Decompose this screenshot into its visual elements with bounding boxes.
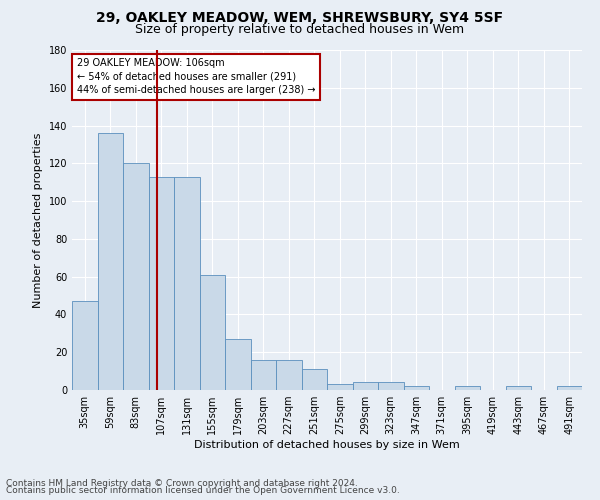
Bar (225, 339, 251, 390)
Bar (378, 382, 404, 390)
X-axis label: Distribution of detached houses by size in Wem: Distribution of detached houses by size … (194, 440, 460, 450)
Text: Size of property relative to detached houses in Wem: Size of property relative to detached ho… (136, 22, 464, 36)
Bar (557, 386, 582, 390)
Bar (327, 384, 353, 390)
Bar (97, 133, 123, 390)
Bar (199, 275, 225, 390)
Bar (251, 360, 276, 390)
Bar (505, 386, 531, 390)
Bar (455, 386, 480, 390)
Y-axis label: Number of detached properties: Number of detached properties (33, 132, 43, 308)
Bar (404, 386, 429, 390)
Text: Contains HM Land Registry data © Crown copyright and database right 2024.: Contains HM Land Registry data © Crown c… (6, 478, 358, 488)
Bar (149, 176, 174, 390)
Bar (72, 301, 97, 390)
Text: 29 OAKLEY MEADOW: 106sqm
← 54% of detached houses are smaller (291)
44% of semi-: 29 OAKLEY MEADOW: 106sqm ← 54% of detach… (77, 58, 316, 95)
Bar (174, 176, 199, 390)
Bar (276, 360, 302, 390)
Text: 29, OAKLEY MEADOW, WEM, SHREWSBURY, SY4 5SF: 29, OAKLEY MEADOW, WEM, SHREWSBURY, SY4 … (97, 11, 503, 25)
Bar (123, 164, 149, 390)
Bar (302, 369, 327, 390)
Text: Contains public sector information licensed under the Open Government Licence v3: Contains public sector information licen… (6, 486, 400, 495)
Bar (353, 382, 378, 390)
